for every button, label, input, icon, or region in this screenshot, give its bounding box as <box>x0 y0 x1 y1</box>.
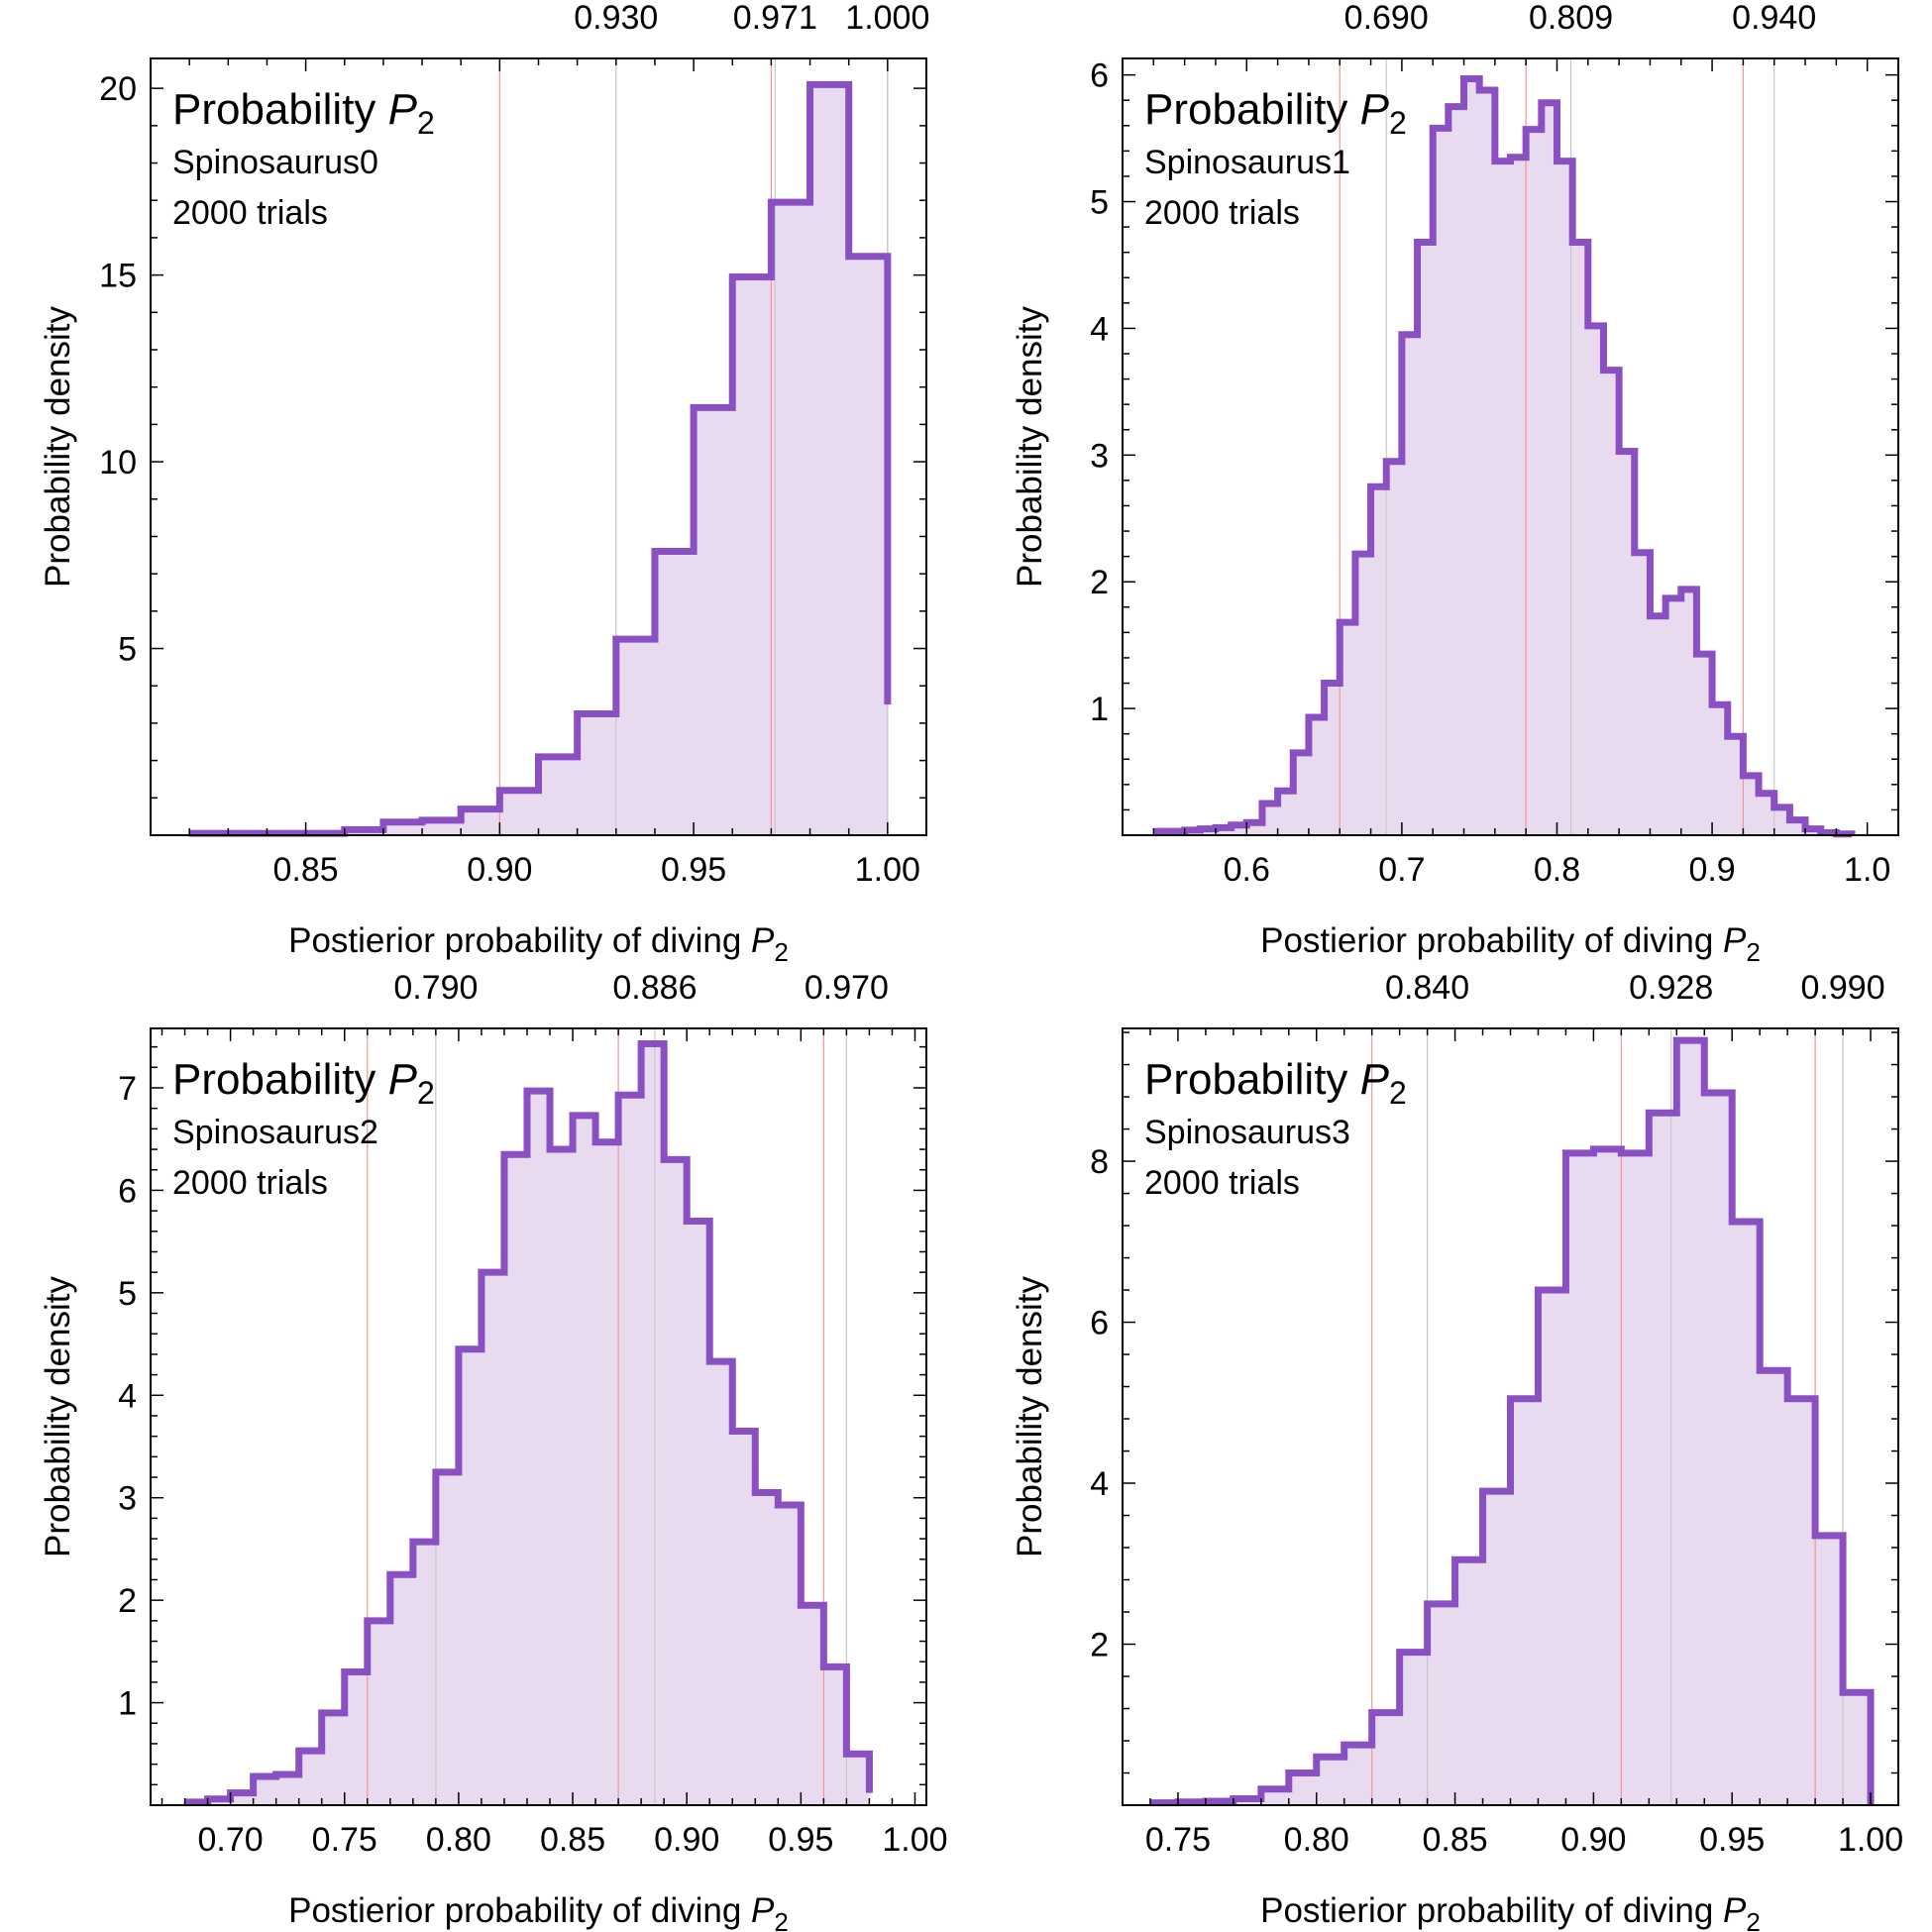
x-tick-label: 0.90 <box>654 1821 719 1859</box>
x-axis-label: Postierior probability of diving P2 <box>288 921 789 967</box>
y-tick-label: 20 <box>99 70 137 108</box>
top-marker-label: 0.809 <box>1529 0 1613 37</box>
y-tick-label: 4 <box>1090 1465 1109 1503</box>
x-tick-label: 0.85 <box>540 1821 605 1859</box>
histogram-outline <box>189 80 892 837</box>
x-tick-label: 0.80 <box>1284 1821 1349 1859</box>
trials-label: 2000 trials <box>1144 194 1300 232</box>
x-tick-label: 0.6 <box>1224 851 1270 889</box>
y-tick-label: 8 <box>1090 1143 1109 1181</box>
x-tick-label: 0.85 <box>1422 1821 1487 1859</box>
top-marker-label: 0.930 <box>574 0 658 37</box>
x-tick-label: 1.0 <box>1844 851 1890 889</box>
top-marker-label: 0.886 <box>612 969 697 1007</box>
y-axis-label: Probability density <box>1011 305 1049 588</box>
y-axis-label: Probability density <box>39 305 77 588</box>
top-marker-label: 0.970 <box>805 969 889 1007</box>
panel-subtitle: Spinosaurus0 <box>172 144 378 181</box>
panel-title: Probability P2 <box>172 1055 435 1111</box>
histogram-outline <box>184 1040 873 1806</box>
y-tick-label: 7 <box>118 1070 137 1108</box>
y-axis-label: Probability density <box>1011 1275 1049 1557</box>
panel-1: 0.6 0.7 0.8 0.9 1.0 1 2 3 4 5 6 0.690 0.809 0.940 Prob… <box>1011 0 1899 967</box>
top-marker-label: 0.690 <box>1344 0 1429 37</box>
panel-subtitle: Spinosaurus2 <box>172 1114 378 1151</box>
top-marker-label: 0.790 <box>393 969 478 1007</box>
top-marker-label: 1.000 <box>845 0 929 37</box>
x-tick-label: 1.00 <box>1838 1821 1903 1859</box>
trials-label: 2000 trials <box>1144 1164 1300 1202</box>
y-tick-label: 5 <box>118 1275 137 1313</box>
y-tick-label: 15 <box>99 258 137 295</box>
histogram-fill <box>184 1043 870 1805</box>
histogram-fill <box>189 84 888 835</box>
y-tick-label: 10 <box>99 444 137 482</box>
top-marker-label: 0.840 <box>1385 969 1469 1007</box>
y-tick-label: 3 <box>118 1480 137 1518</box>
x-tick-label: 1.00 <box>855 851 920 889</box>
plot-frame <box>1122 57 1899 836</box>
plot-frame <box>150 1027 927 1806</box>
x-axis-label: Postierior probability of diving P2 <box>288 1891 789 1932</box>
y-tick-label: 6 <box>1090 1305 1109 1342</box>
y-tick-label: 6 <box>118 1172 137 1210</box>
x-tick-label: 0.95 <box>768 1821 833 1859</box>
y-tick-label: 2 <box>118 1582 137 1620</box>
x-tick-label: 0.9 <box>1688 851 1735 889</box>
x-tick-label: 0.90 <box>467 851 532 889</box>
y-tick-label: 2 <box>1090 564 1109 601</box>
histogram-fill <box>1153 78 1853 835</box>
trials-label: 2000 trials <box>172 1164 328 1202</box>
y-tick-label: 2 <box>1090 1627 1109 1664</box>
x-tick-label: 0.80 <box>426 1821 491 1859</box>
y-tick-label: 1 <box>1090 691 1109 728</box>
y-tick-label: 4 <box>118 1377 137 1415</box>
panel-2: 0.70 0.75 0.80 0.85 0.90 0.95 1.00 1 2 3 4 5 6 7 0.790… <box>39 969 948 1932</box>
x-tick-label: 0.95 <box>661 851 726 889</box>
y-tick-label: 4 <box>1090 310 1109 348</box>
x-tick-label: 0.70 <box>198 1821 264 1859</box>
y-tick-label: 5 <box>1090 184 1109 222</box>
trials-label: 2000 trials <box>172 194 328 232</box>
x-axis-label: Postierior probability of diving P2 <box>1260 921 1761 967</box>
y-tick-label: 5 <box>118 631 137 669</box>
y-tick-label: 3 <box>1090 437 1109 475</box>
y-tick-label: 1 <box>118 1685 137 1723</box>
x-axis-label: Postierior probability of diving P2 <box>1260 1891 1761 1932</box>
x-tick-label: 0.8 <box>1534 851 1580 889</box>
x-tick-label: 0.7 <box>1378 851 1425 889</box>
x-tick-label: 1.00 <box>882 1821 947 1859</box>
x-tick-label: 0.75 <box>312 1821 377 1859</box>
panel-title: Probability P2 <box>1144 1055 1407 1111</box>
top-marker-label: 0.971 <box>733 0 817 37</box>
y-axis-label: Probability density <box>39 1275 77 1557</box>
x-tick-label: 0.95 <box>1699 1821 1765 1859</box>
panel-3: 0.75 0.80 0.85 0.90 0.95 1.00 2 4 6 8 0.840 0.928 0.… <box>1011 969 1903 1932</box>
x-tick-label: 0.90 <box>1560 1821 1626 1859</box>
panel-title: Probability P2 <box>172 85 435 141</box>
panel-subtitle: Spinosaurus3 <box>1144 1114 1350 1151</box>
histogram-outline <box>1149 1036 1875 1807</box>
top-marker-label: 0.928 <box>1629 969 1713 1007</box>
x-tick-label: 0.75 <box>1145 1821 1211 1859</box>
panel-subtitle: Spinosaurus1 <box>1144 144 1350 181</box>
histogram-outline <box>1153 74 1856 838</box>
top-marker-label: 0.940 <box>1732 0 1816 37</box>
panel-0: 0.85 0.90 0.95 1.00 5 10 15 20 0.930 0.971 1.000 Pr… <box>39 0 929 967</box>
x-tick-label: 0.85 <box>273 851 339 889</box>
panel-title: Probability P2 <box>1144 85 1407 141</box>
y-tick-label: 6 <box>1090 57 1109 95</box>
top-marker-label: 0.990 <box>1801 969 1885 1007</box>
